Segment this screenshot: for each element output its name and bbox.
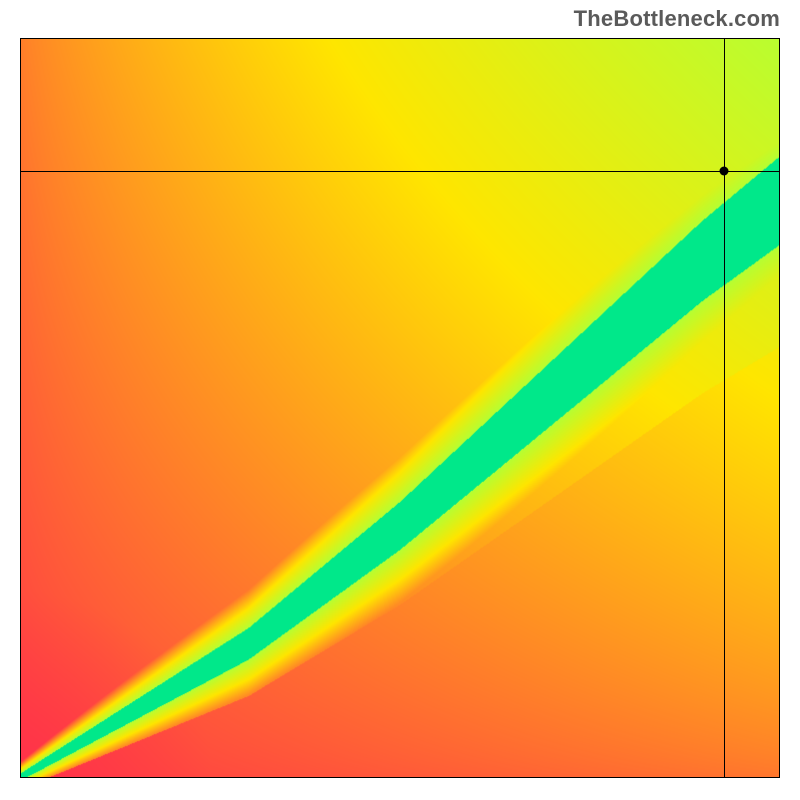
bottleneck-heatmap (20, 38, 780, 778)
heatmap-canvas (21, 39, 779, 777)
watermark-text: TheBottleneck.com (574, 6, 780, 32)
crosshair-vertical (724, 39, 725, 777)
marker-dot (720, 166, 729, 175)
crosshair-horizontal (21, 171, 779, 172)
